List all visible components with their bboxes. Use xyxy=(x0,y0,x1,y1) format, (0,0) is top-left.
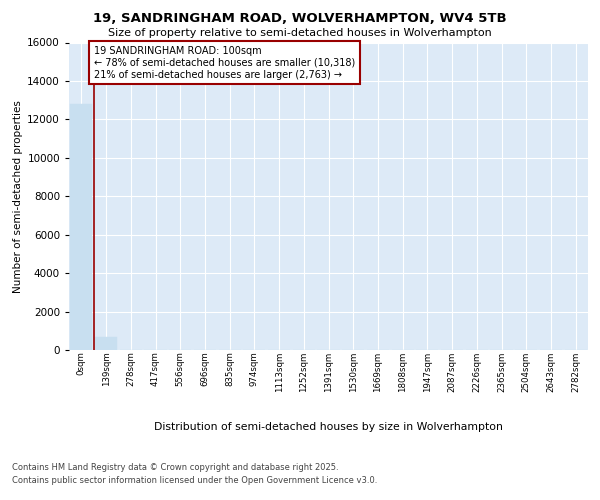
Text: 19, SANDRINGHAM ROAD, WOLVERHAMPTON, WV4 5TB: 19, SANDRINGHAM ROAD, WOLVERHAMPTON, WV4… xyxy=(93,12,507,26)
Text: Contains HM Land Registry data © Crown copyright and database right 2025.: Contains HM Land Registry data © Crown c… xyxy=(12,462,338,471)
Bar xyxy=(70,104,92,350)
Text: Contains public sector information licensed under the Open Government Licence v3: Contains public sector information licen… xyxy=(12,476,377,485)
Text: Distribution of semi-detached houses by size in Wolverhampton: Distribution of semi-detached houses by … xyxy=(154,422,503,432)
Text: Size of property relative to semi-detached houses in Wolverhampton: Size of property relative to semi-detach… xyxy=(108,28,492,38)
Bar xyxy=(95,336,117,350)
Y-axis label: Number of semi-detached properties: Number of semi-detached properties xyxy=(13,100,23,292)
Text: 19 SANDRINGHAM ROAD: 100sqm
← 78% of semi-detached houses are smaller (10,318)
2: 19 SANDRINGHAM ROAD: 100sqm ← 78% of sem… xyxy=(94,46,355,80)
